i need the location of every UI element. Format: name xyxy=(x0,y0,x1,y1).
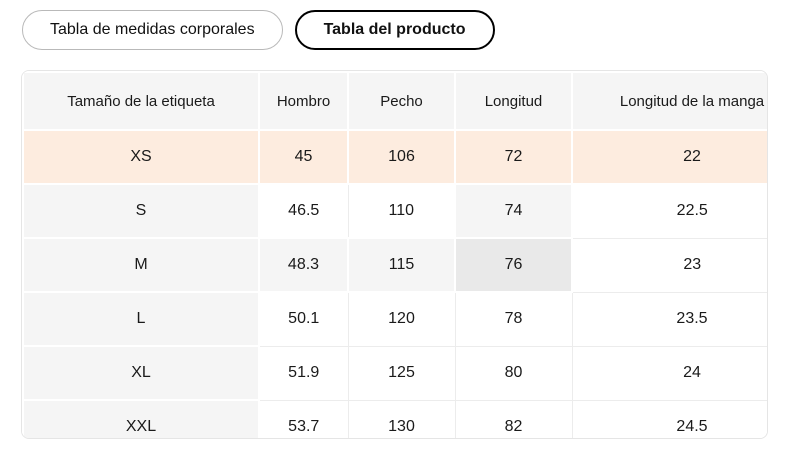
measurement-cell: 78 xyxy=(454,291,573,347)
measurement-cell: 130 xyxy=(347,399,456,438)
measurement-cell: 50.1 xyxy=(258,291,349,347)
size-label-cell: XS xyxy=(22,129,260,185)
measurement-cell: 51.9 xyxy=(258,345,349,401)
measurement-cell: 82 xyxy=(454,399,573,438)
measurement-cell: 46.5 xyxy=(258,183,349,239)
size-chart-tab-bar: Tabla de medidas corporales Tabla del pr… xyxy=(22,10,794,50)
column-header-shoulder: Hombro xyxy=(258,71,349,131)
measurement-cell: 53.7 xyxy=(258,399,349,438)
measurement-cell: 125 xyxy=(347,345,456,401)
column-header-label-size: Tamaño de la etiqueta xyxy=(22,71,260,131)
table-row-s: S 46.5 110 74 22.5 xyxy=(22,183,767,239)
size-label-cell: L xyxy=(22,291,260,347)
measurement-cell: 22 xyxy=(571,129,767,185)
measurement-cell: 45 xyxy=(258,129,349,185)
table-row-l: L 50.1 120 78 23.5 xyxy=(22,291,767,347)
measurement-cell: 23 xyxy=(571,237,767,293)
table-row-xxl: XXL 53.7 130 82 24.5 xyxy=(22,399,767,438)
table-header-row: Tamaño de la etiqueta Hombro Pecho Longi… xyxy=(22,71,767,131)
measurement-cell: 106 xyxy=(347,129,456,185)
tab-body-measurements[interactable]: Tabla de medidas corporales xyxy=(22,10,283,50)
size-table-container: Tamaño de la etiqueta Hombro Pecho Longi… xyxy=(21,70,768,439)
column-header-chest: Pecho xyxy=(347,71,456,131)
size-label-cell: S xyxy=(22,183,260,239)
measurement-cell: 22.5 xyxy=(571,183,767,239)
measurement-cell: 80 xyxy=(454,345,573,401)
tab-product-table[interactable]: Tabla del producto xyxy=(294,10,495,50)
table-row-xs: XS 45 106 72 22 xyxy=(22,129,767,185)
size-table: Tamaño de la etiqueta Hombro Pecho Longi… xyxy=(22,71,767,438)
measurement-cell: 72 xyxy=(454,129,573,185)
column-header-sleeve-length: Longitud de la manga xyxy=(571,71,767,131)
measurement-cell: 23.5 xyxy=(571,291,767,347)
size-label-cell: XXL xyxy=(22,399,260,438)
measurement-cell: 24 xyxy=(571,345,767,401)
table-row-m: M 48.3 115 76 23 xyxy=(22,237,767,293)
measurement-cell: 24.5 xyxy=(571,399,767,438)
measurement-cell: 115 xyxy=(347,237,456,293)
measurement-cell: 48.3 xyxy=(258,237,349,293)
size-label-cell: M xyxy=(22,237,260,293)
measurement-cell: 74 xyxy=(454,183,573,239)
column-header-length: Longitud xyxy=(454,71,573,131)
table-row-xl: XL 51.9 125 80 24 xyxy=(22,345,767,401)
measurement-cell: 120 xyxy=(347,291,456,347)
measurement-cell: 110 xyxy=(347,183,456,239)
measurement-cell-hovered: 76 xyxy=(454,237,573,293)
size-label-cell: XL xyxy=(22,345,260,401)
